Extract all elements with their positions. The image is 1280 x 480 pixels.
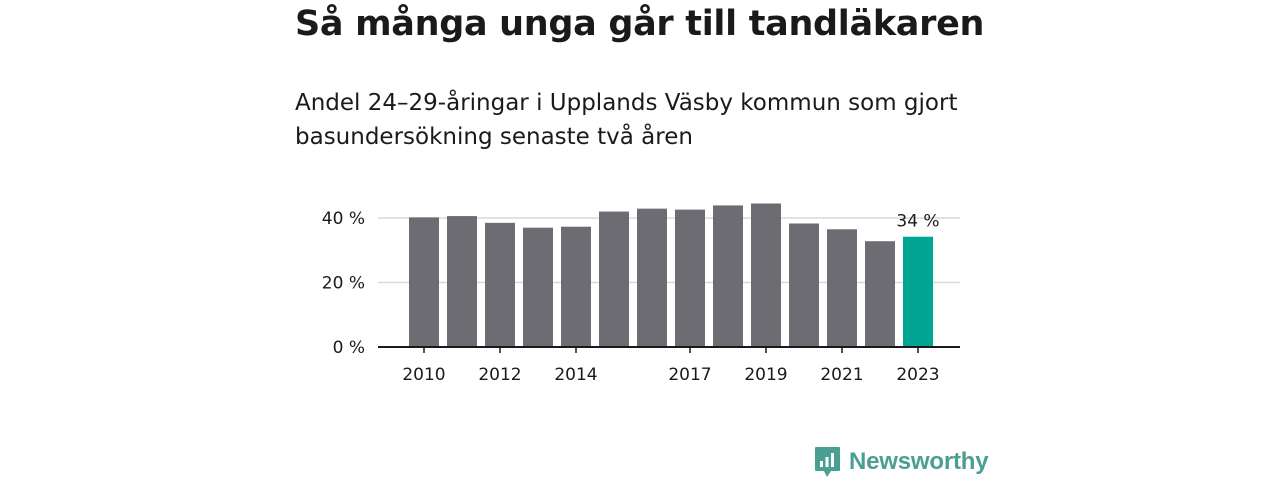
chart-logo-icon bbox=[815, 447, 840, 477]
x-tick-label: 2012 bbox=[478, 365, 521, 385]
bar-2013 bbox=[523, 227, 553, 347]
bar-2015 bbox=[599, 211, 629, 347]
bars bbox=[409, 203, 933, 347]
brand-logo: Newsworthy bbox=[814, 446, 989, 478]
annotations: 34 % bbox=[896, 212, 939, 232]
brand-name: Newsworthy bbox=[849, 448, 989, 475]
x-tick-label: 2017 bbox=[668, 365, 711, 385]
bar-2016 bbox=[637, 208, 667, 347]
bar-2019 bbox=[751, 203, 781, 347]
x-tick-label: 2023 bbox=[896, 365, 939, 385]
bar-2018 bbox=[713, 205, 743, 347]
bar-2021 bbox=[827, 229, 857, 347]
y-tick-label: 20 % bbox=[322, 274, 365, 294]
x-axis: 2010 2012 2014 2017 2019 2021 2023 bbox=[402, 347, 940, 385]
x-tick-label: 2010 bbox=[402, 365, 445, 385]
bar-2011 bbox=[447, 216, 477, 347]
y-tick-label: 40 % bbox=[322, 209, 365, 229]
data-label: 34 % bbox=[896, 212, 939, 232]
chart-title: Så många unga går till tandläkaren bbox=[295, 4, 985, 44]
y-tick-label: 0 % bbox=[333, 338, 365, 358]
x-tick-label: 2021 bbox=[820, 365, 863, 385]
bar-2023 bbox=[903, 236, 933, 347]
bar-2014 bbox=[561, 226, 591, 347]
x-tick-label: 2019 bbox=[744, 365, 787, 385]
bar-2010 bbox=[409, 217, 439, 347]
bar-2020 bbox=[789, 223, 819, 347]
y-axis: 0 % 20 % 40 % bbox=[322, 209, 365, 358]
bar-2017 bbox=[675, 209, 705, 347]
x-tick-label: 2014 bbox=[554, 365, 597, 385]
chart-subtitle: Andel 24–29-åringar i Upplands Väsby kom… bbox=[295, 90, 958, 150]
bar-2012 bbox=[485, 222, 515, 347]
bar-2022 bbox=[865, 241, 895, 347]
